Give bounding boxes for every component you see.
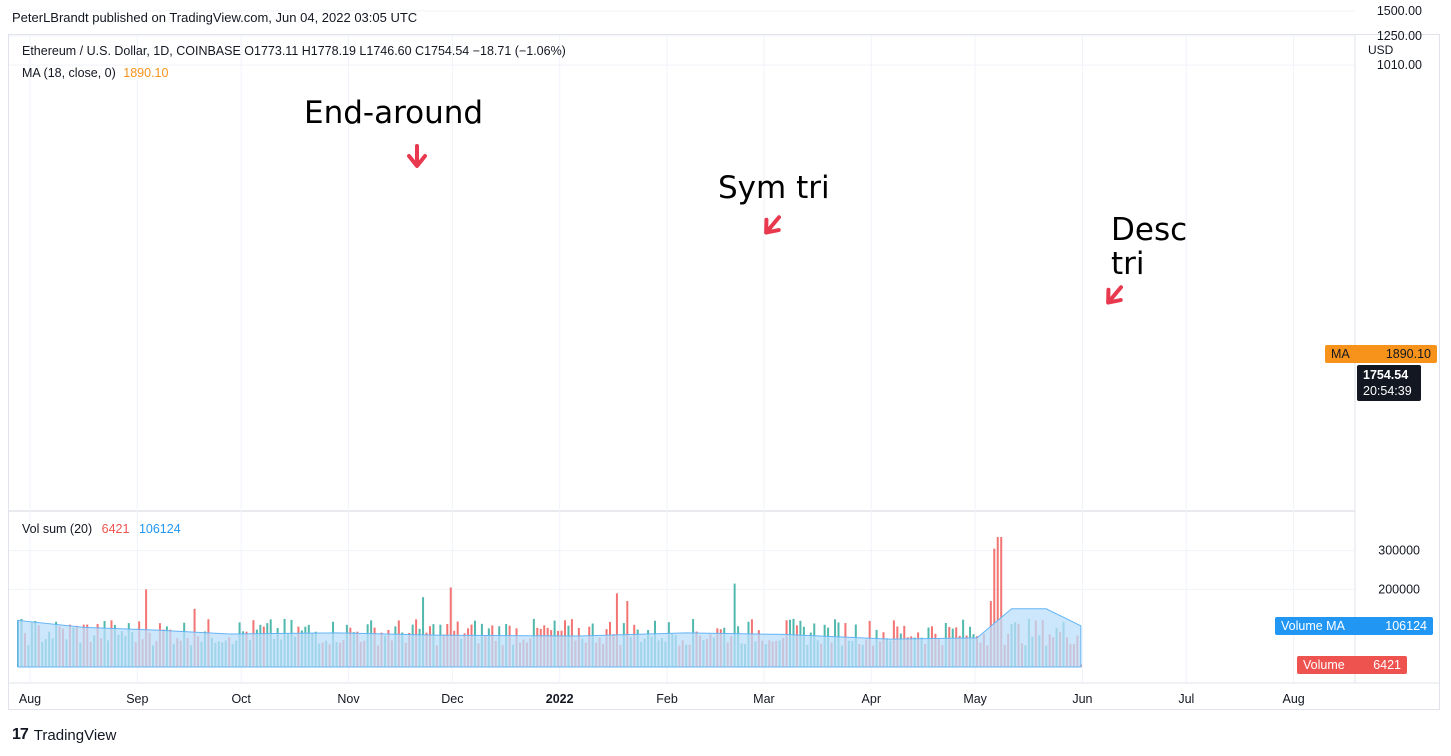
annotation-sym-tri: Sym tri [718, 170, 830, 206]
footer-brand[interactable]: 17 TradingView [12, 726, 116, 744]
volume-bar [145, 589, 148, 667]
volume-tag-value: 6421 [1373, 658, 1401, 672]
time-tick-label: Nov [337, 692, 360, 706]
grid-lines [9, 10, 1439, 684]
volume-bar [422, 597, 425, 667]
volume-ma-tag-value: 106124 [1385, 619, 1427, 633]
time-tick-label: Mar [753, 692, 775, 706]
time-tick-label: Jul [1178, 692, 1194, 706]
last-price-value: 1754.54 [1363, 368, 1409, 382]
ma-price-tag: MA 1890.10 [1325, 345, 1437, 363]
ma-tag-label: MA [1331, 347, 1350, 361]
volume-tick-label: 300000 [1378, 544, 1420, 558]
price-tick-label: 1500.00 [1377, 4, 1422, 18]
time-tick-label: Aug [19, 692, 41, 706]
annotation-desc-tri-line1: Desc [1111, 212, 1188, 248]
volume-bar [733, 583, 736, 667]
arrow-desc-tri-icon [1106, 285, 1123, 305]
time-tick-label: Oct [231, 692, 251, 706]
time-tick-label: Aug [1283, 692, 1305, 706]
volume-tag: Volume 6421 [1297, 656, 1407, 674]
ma-legend: MA (18, close, 0) 1890.10 [22, 66, 168, 80]
arrow-end-around-icon-shape [407, 144, 427, 168]
volume-bar [993, 548, 996, 667]
arrow-desc-tri-icon-shape [1106, 285, 1123, 305]
annotation-end-around: End-around [304, 95, 484, 131]
volume-axis: 300000 200000 [1378, 544, 1420, 597]
price-tick-label: 1010.00 [1377, 58, 1422, 72]
time-tick-label: May [963, 692, 987, 706]
arrow-sym-tri-icon [764, 215, 781, 235]
symbol-legend: Ethereum / U.S. Dollar, 1D, COINBASE O17… [22, 44, 566, 58]
vol-ma-value: 106124 [138, 522, 181, 536]
price-tick-label: 1250.00 [1377, 29, 1422, 43]
time-axis: Aug Sep Oct Nov Dec 2022 Feb Mar Apr May Jun Jul Aug [19, 692, 1305, 706]
volume-bar [996, 537, 999, 667]
time-tick-label: Jun [1072, 692, 1092, 706]
bar-countdown: 20:54:39 [1363, 384, 1412, 398]
time-tick-label: 2022 [546, 692, 574, 706]
time-tick-label: Sep [126, 692, 148, 706]
volume-tag-label: Volume [1303, 658, 1345, 672]
volume-ma-tag: Volume MA 106124 [1275, 617, 1433, 635]
publish-info: PeterLBrandt published on TradingView.co… [12, 10, 418, 25]
annotation-arrows [407, 144, 1123, 305]
time-tick-label: Apr [862, 692, 881, 706]
brand-name: TradingView [33, 726, 117, 744]
volume-bar [626, 601, 629, 667]
volume-bar [615, 593, 618, 667]
time-tick-label: Feb [656, 692, 678, 706]
vol-label: Vol sum (20) [22, 522, 93, 536]
volume-ma-tag-label: Volume MA [1281, 619, 1345, 633]
annotation-desc-tri-line2: tri [1111, 246, 1145, 282]
symbol-line: Ethereum / U.S. Dollar, 1D, COINBASE O17… [22, 44, 566, 58]
volume-tick-label: 200000 [1378, 582, 1420, 596]
arrow-end-around-icon [407, 144, 427, 168]
price-axis: USD7000.005500.004300.003500.002900.0023… [1368, 4, 1422, 72]
ma-value: 1890.10 [123, 66, 169, 80]
time-tick-label: Dec [441, 692, 463, 706]
volume-bar [449, 587, 452, 667]
currency-label: USD [1368, 43, 1394, 57]
tradingview-logo-icon: 17 [12, 726, 29, 743]
chart-frame [8, 34, 1440, 710]
volume-legend: Vol sum (20) 6421 106124 [22, 522, 181, 536]
last-price-tag: 1754.54 20:54:39 [1357, 365, 1421, 401]
volume-bar [1000, 537, 1003, 667]
vol-value: 6421 [101, 522, 130, 536]
ma-label: MA (18, close, 0) [22, 66, 116, 80]
arrow-sym-tri-icon-shape [764, 215, 781, 235]
volume-ma-area [17, 608, 1082, 668]
ma-tag-value: 1890.10 [1385, 347, 1431, 361]
